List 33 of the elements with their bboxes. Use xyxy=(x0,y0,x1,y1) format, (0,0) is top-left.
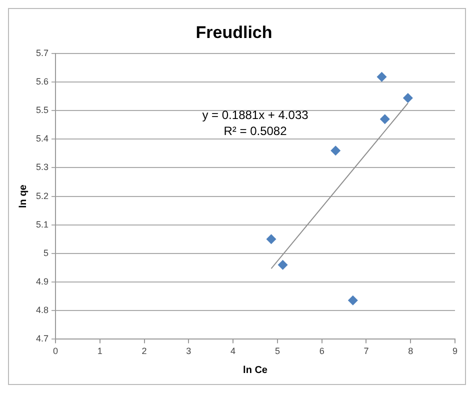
point xyxy=(376,72,387,82)
annotation: R² = 0.5082 xyxy=(224,124,288,138)
y-tick-label: 4.8 xyxy=(36,305,49,316)
x-tick-label: 3 xyxy=(186,346,192,356)
y-tick-label: 5.2 xyxy=(36,190,49,201)
point xyxy=(402,92,413,103)
y-tick-label: 5.1 xyxy=(36,219,49,230)
point xyxy=(380,114,390,124)
x-axis-title: ln Ce xyxy=(243,364,268,376)
annotation: y = 0.1881x + 4.033 xyxy=(202,108,309,122)
y-tick-label: 5.6 xyxy=(36,76,49,86)
x-tick-label: 9 xyxy=(452,346,458,356)
y-tick-label: 5.5 xyxy=(36,105,49,116)
x-tick-label: 4 xyxy=(230,346,236,356)
x-tick-label: 1 xyxy=(97,346,102,356)
y-tick-label: 5.7 xyxy=(36,48,49,58)
point xyxy=(278,260,288,270)
y-axis-title: ln qe xyxy=(18,184,29,208)
y-tick-label: 4.7 xyxy=(36,334,49,344)
x-tick-label: 5 xyxy=(274,346,280,356)
x-tick-label: 7 xyxy=(364,346,369,356)
chart-title: Freudlich xyxy=(196,22,272,42)
x-tick-label: 6 xyxy=(319,346,324,356)
x-tick-label: 8 xyxy=(408,346,414,356)
point xyxy=(348,295,358,306)
point xyxy=(266,234,276,244)
x-tick-label: 2 xyxy=(142,346,147,356)
x-tick-label: 0 xyxy=(53,346,58,356)
point xyxy=(330,146,341,156)
y-tick-label: 5.4 xyxy=(36,134,49,144)
y-tick-label: 4.9 xyxy=(36,276,49,287)
y-tick-label: 5 xyxy=(43,248,49,258)
y-tick-label: 5.3 xyxy=(36,162,49,172)
